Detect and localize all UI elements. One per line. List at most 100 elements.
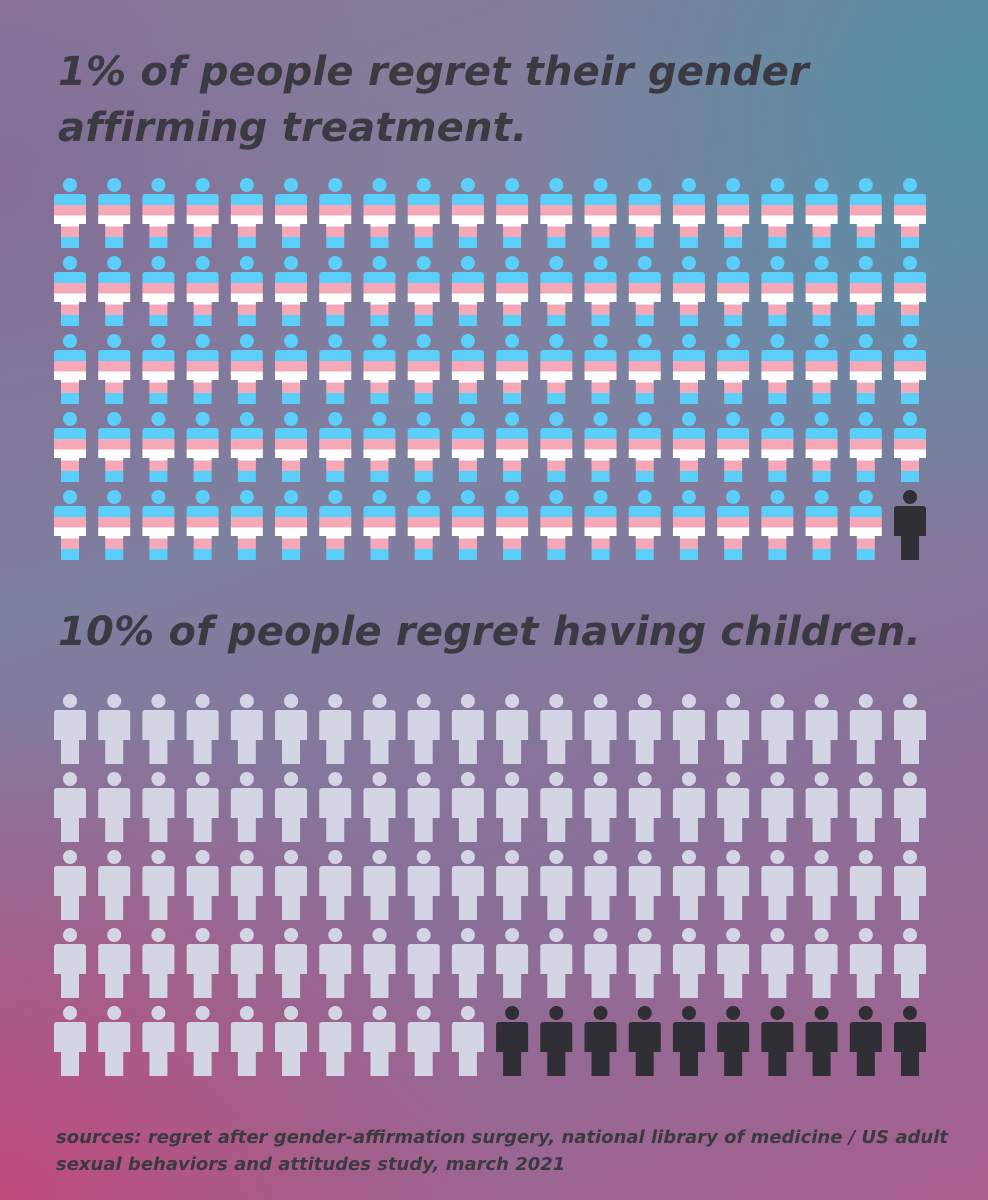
person-head: [107, 928, 122, 942]
person-head: [770, 928, 785, 942]
person-icon: [98, 178, 131, 248]
person-body: [230, 350, 263, 404]
person-head: [814, 412, 829, 426]
person-body: [407, 194, 440, 248]
person-head: [858, 1006, 873, 1020]
person-icon: [894, 412, 926, 482]
person-body: [407, 866, 440, 920]
person-head: [107, 1006, 122, 1020]
person-body: [672, 1022, 705, 1076]
person-icon: [230, 928, 263, 998]
person-body: [186, 272, 219, 326]
person-icon: [849, 928, 882, 998]
person-body: [849, 866, 882, 920]
person-body: [496, 428, 529, 482]
person-icon: [717, 694, 750, 764]
person-icon: [540, 256, 573, 326]
person-head: [328, 694, 343, 708]
person-head: [416, 178, 431, 192]
person-body: [672, 866, 705, 920]
person-icon: [894, 928, 926, 998]
person-body: [805, 710, 838, 764]
person-icon: [319, 694, 352, 764]
person-icon: [186, 850, 219, 920]
person-head: [726, 256, 741, 270]
person-head: [328, 928, 343, 942]
person-head: [107, 178, 122, 192]
person-body: [584, 194, 617, 248]
person-icon: [451, 1006, 484, 1076]
person-head: [284, 178, 299, 192]
person-icon: [451, 928, 484, 998]
person-head: [637, 850, 652, 864]
person-icon: [98, 850, 131, 920]
person-head: [549, 772, 564, 786]
person-icon: [98, 334, 131, 404]
person-icon-highlighted: [717, 1006, 750, 1076]
person-head: [858, 334, 873, 348]
person-icon: [584, 850, 617, 920]
person-body: [717, 866, 750, 920]
person-head: [328, 256, 343, 270]
person-body: [628, 710, 661, 764]
person-icon: [584, 412, 617, 482]
person-icon: [98, 412, 131, 482]
person-icon: [54, 334, 86, 404]
person-icon: [186, 772, 219, 842]
person-head: [903, 772, 917, 786]
person-body: [672, 710, 705, 764]
person-head: [195, 412, 210, 426]
person-body: [584, 428, 617, 482]
person-body: [496, 194, 529, 248]
person-icon: [849, 772, 882, 842]
person-body: [275, 710, 308, 764]
person-body: [805, 944, 838, 998]
person-head: [770, 178, 785, 192]
person-icon: [186, 1006, 219, 1076]
person-head: [151, 490, 166, 504]
person-body: [761, 710, 794, 764]
person-icon: [805, 490, 838, 560]
person-body: [584, 1022, 617, 1076]
person-head: [328, 772, 343, 786]
person-head: [593, 928, 608, 942]
person-body: [496, 506, 529, 560]
person-head: [107, 490, 122, 504]
person-body: [540, 710, 573, 764]
person-icon: [761, 772, 794, 842]
person-icon: [451, 694, 484, 764]
person-icon: [672, 334, 705, 404]
person-head: [593, 694, 608, 708]
person-head: [372, 694, 387, 708]
person-head: [460, 772, 475, 786]
person-icon: [186, 694, 219, 764]
person-icon: [275, 1006, 308, 1076]
person-head: [239, 928, 254, 942]
person-head: [63, 1006, 77, 1020]
person-icon: [142, 850, 175, 920]
person-body: [894, 866, 926, 920]
person-icon: [849, 412, 882, 482]
person-icon: [761, 694, 794, 764]
person-icon: [407, 490, 440, 560]
person-icon: [717, 928, 750, 998]
person-head: [814, 490, 829, 504]
person-body: [717, 788, 750, 842]
person-icon: [672, 412, 705, 482]
person-head: [681, 412, 696, 426]
person-head: [151, 772, 166, 786]
person-body: [407, 710, 440, 764]
person-body: [98, 1022, 131, 1076]
person-head: [549, 1006, 564, 1020]
person-body: [761, 350, 794, 404]
person-head: [770, 490, 785, 504]
person-head: [858, 694, 873, 708]
person-head: [460, 490, 475, 504]
person-body: [363, 506, 396, 560]
person-head: [107, 334, 122, 348]
person-head: [107, 772, 122, 786]
person-icon: [672, 928, 705, 998]
person-head: [593, 772, 608, 786]
person-head: [239, 772, 254, 786]
person-head: [151, 256, 166, 270]
